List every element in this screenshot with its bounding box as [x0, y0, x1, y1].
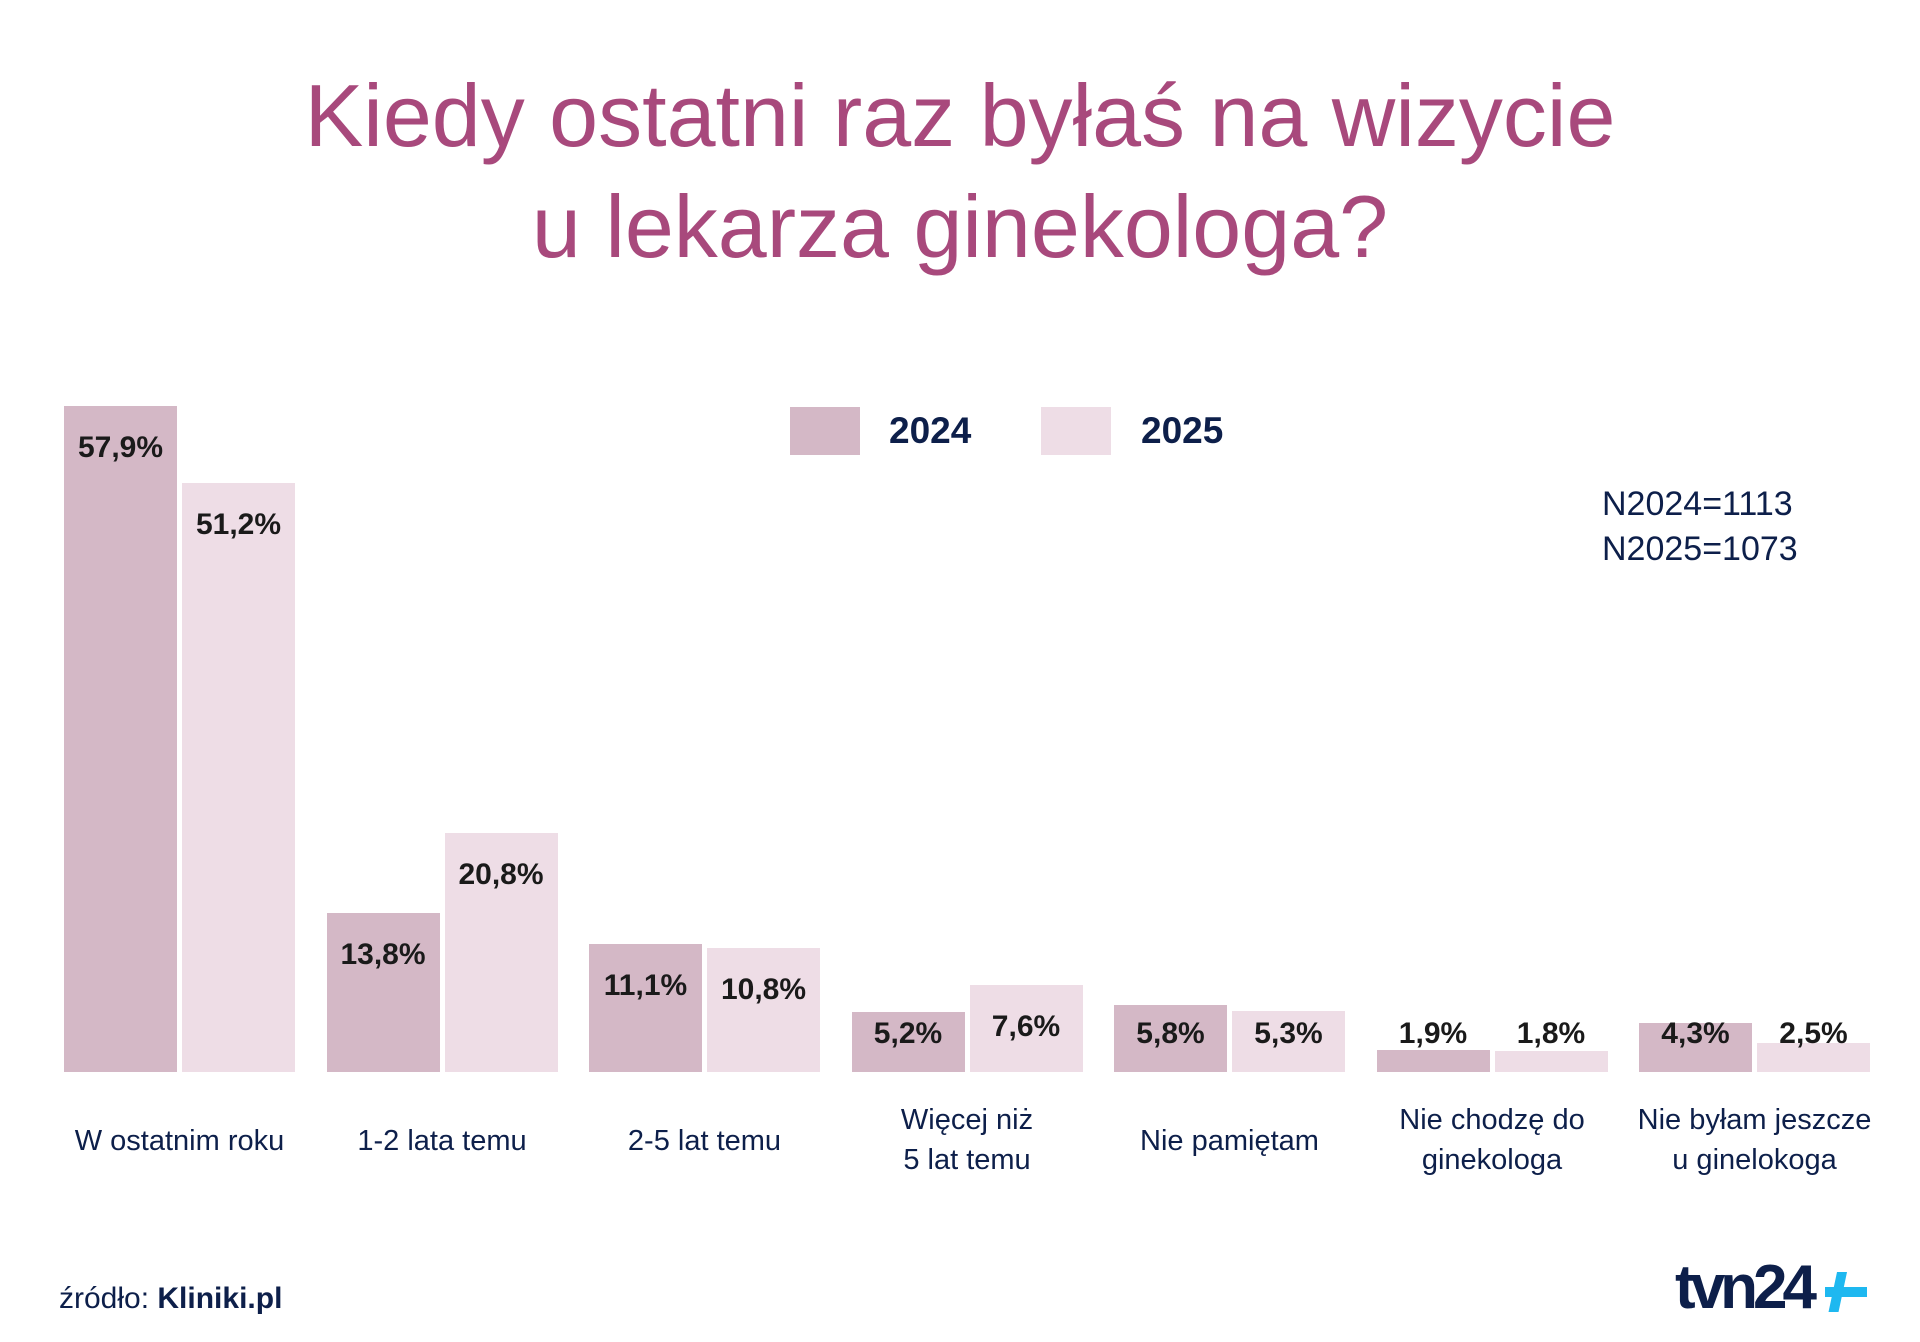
legend-swatch-2025	[1041, 407, 1111, 455]
bar-2024-1	[64, 406, 177, 1072]
bar-2025-4	[969, 984, 1083, 1072]
data-label-2024-7: 4,3%	[1661, 1017, 1730, 1050]
sample-size-2024: N2024=1113	[1602, 485, 1793, 523]
bar-2024-6	[1376, 1050, 1490, 1072]
tvn24-logo: tvn24	[1675, 1253, 1875, 1322]
category-label-6: Nie chodzę do ginekologa	[1399, 1104, 1585, 1176]
bar-2024-4	[851, 1012, 965, 1072]
data-label-2025-3: 10,8%	[720, 972, 807, 1006]
category-label-7: Nie byłam jeszcze u ginelokoga	[1637, 1104, 1872, 1176]
category-label-3: 2-5 lat temu	[627, 1125, 782, 1157]
legend-label-2024: 2024	[889, 410, 972, 451]
category-label-4: Więcej niż 5 lat temu	[900, 1104, 1034, 1176]
bar-2025-6	[1494, 1051, 1608, 1072]
data-label-2024-2: 13,8%	[340, 938, 426, 972]
svg-text:tvn24: tvn24	[1675, 1258, 1817, 1316]
legend-swatch-2024	[790, 407, 860, 455]
data-label-2024-6: 1,9%	[1398, 1017, 1468, 1050]
data-label-2024-4: 5,2%	[873, 1017, 943, 1050]
chart-title: Kiedy ostatni raz byłaś na wizycie u lek…	[304, 66, 1616, 276]
bar-2025-7	[1757, 1043, 1870, 1072]
data-label-2025-4: 7,6%	[991, 1009, 1061, 1043]
legend-label-2025: 2025	[1141, 410, 1224, 451]
data-label-2025-1: 51,2%	[195, 508, 282, 542]
data-label-2025-2: 20,8%	[458, 857, 544, 891]
bar-2024-3	[589, 944, 702, 1072]
data-label-2024-1: 57,9%	[77, 431, 164, 464]
sample-sizes: N2024=1113 N2025=1073	[1602, 482, 1798, 572]
source-name: Kliniki.pl	[157, 1282, 283, 1315]
bar-2024-2	[326, 913, 440, 1072]
bar-2025-3	[707, 947, 820, 1072]
data-label-2024-5: 5,8%	[1136, 1017, 1205, 1050]
data-label-2024-3: 11,1%	[603, 969, 688, 1003]
source-note: źródło: Kliniki.pl	[59, 1282, 282, 1316]
category-label-5: Nie pamiętam	[1140, 1125, 1319, 1157]
source-prefix: źródło:	[59, 1282, 150, 1315]
bar-2024-5	[1114, 1005, 1227, 1072]
sample-size-2025: N2025=1073	[1602, 530, 1798, 568]
category-label-1: W ostatnim roku	[74, 1125, 285, 1157]
bar-2025-2	[444, 832, 558, 1072]
category-label-2: 1-2 lata temu	[357, 1125, 527, 1157]
bar-2025-1	[182, 483, 295, 1072]
data-label-2025-5: 5,3%	[1254, 1017, 1323, 1050]
data-label-2025-6: 1,8%	[1516, 1017, 1586, 1050]
data-label-2025-7: 2,5%	[1779, 1017, 1848, 1050]
bar-2025-5	[1232, 1011, 1345, 1072]
bar-2024-7	[1639, 1022, 1752, 1072]
